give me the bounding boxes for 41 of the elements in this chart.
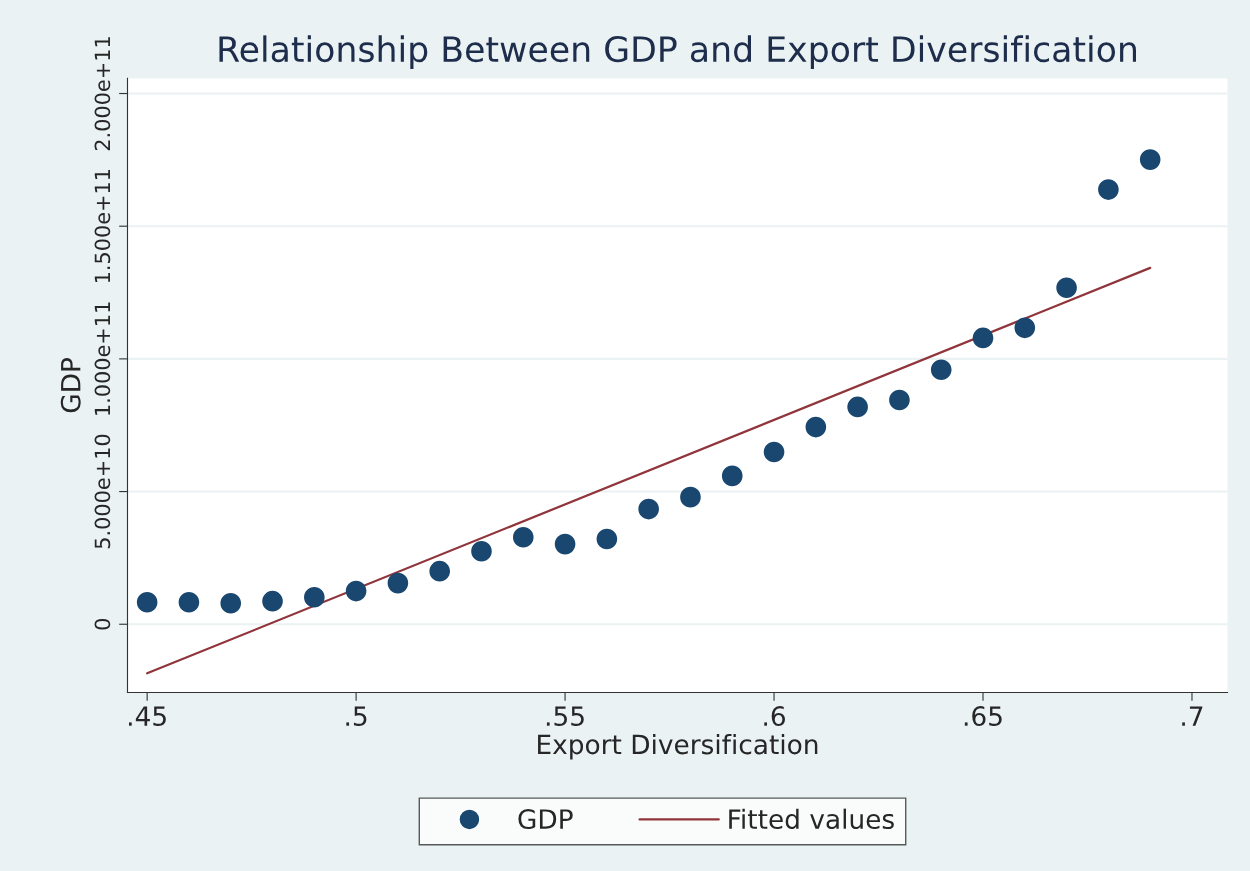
point [1139,149,1161,170]
point [721,465,743,487]
point [220,592,242,614]
y-tick-label: 5.000e+10 [94,434,111,549]
x-tick-label: .45 [128,706,166,727]
y-tick-label: 0 [94,619,111,630]
point [972,327,994,349]
point [1098,179,1119,200]
x-tick-label: .7 [1182,706,1203,726]
point [596,528,618,550]
y-tick-label: 1.500e+11 [94,169,111,283]
point [554,533,576,555]
point [680,486,701,508]
x-tick-label: .5 [346,706,367,727]
point [847,396,868,418]
legend-label: Fitted values [729,808,894,830]
point [304,586,325,608]
point [1014,317,1036,339]
point [471,540,492,562]
point [1056,277,1077,299]
point [512,526,534,548]
point [805,416,827,438]
y-axis-title: GDP [60,357,81,413]
point [136,591,158,613]
point [889,389,910,411]
x-tick-label: .6 [764,706,785,727]
point [930,359,952,381]
point [262,590,283,612]
x-axis-title: Export Diversification [538,733,818,760]
point [638,498,659,520]
point [345,580,367,602]
point [387,572,409,594]
point [429,560,450,582]
y-tick-label: 1.000e+11 [94,302,111,415]
point [178,591,200,613]
legend-label: GDP [518,809,573,830]
x-tick-label: .65 [964,706,1002,727]
y-tick-label: 2.000e+11 [94,37,111,151]
x-tick-label: .55 [546,706,584,727]
point [763,441,785,463]
chart-title: Relationship Between GDP and Export Diversification [219,35,1136,69]
